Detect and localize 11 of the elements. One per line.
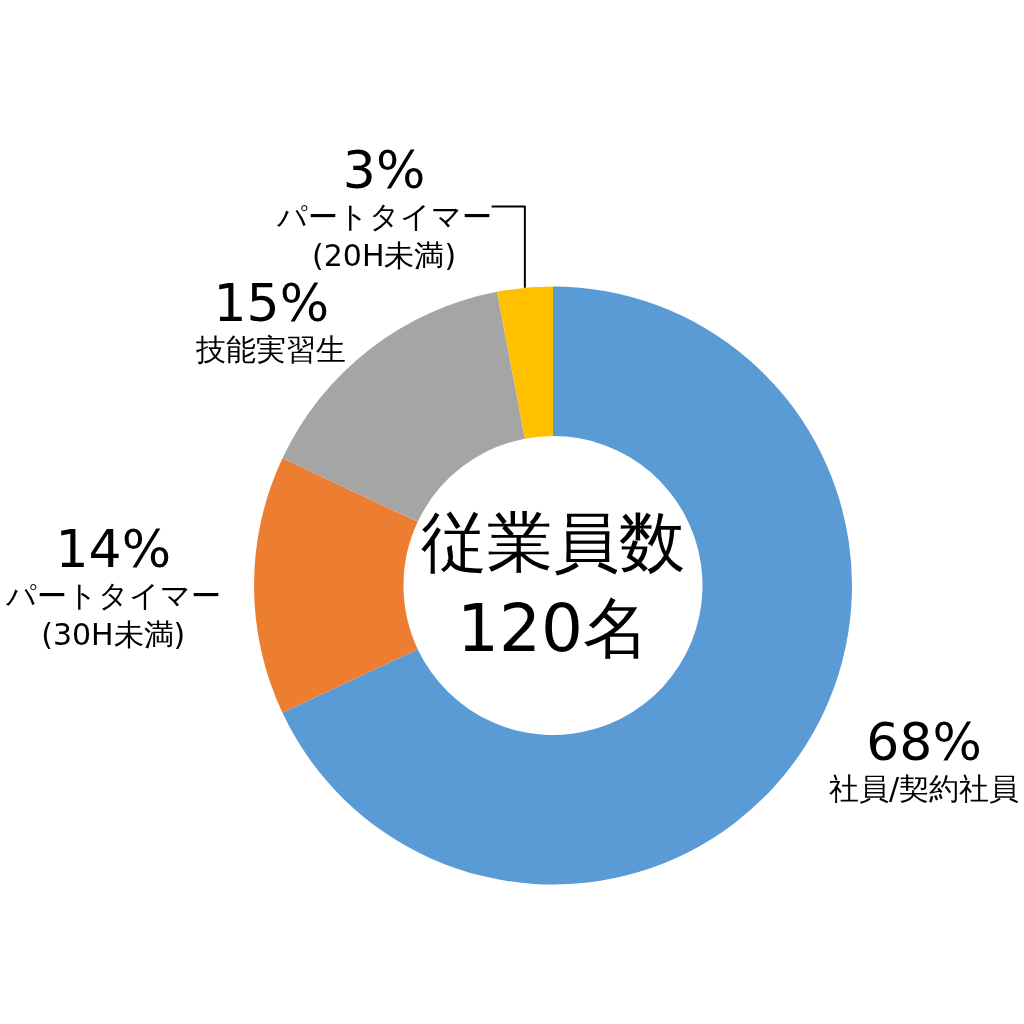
slice-label: 社員/契約社員 xyxy=(828,771,1020,807)
text: 従業員数 120名 xyxy=(421,504,685,667)
data-label: 14% xyxy=(55,519,172,579)
data-label: 15% xyxy=(213,272,330,333)
data-label: 3% xyxy=(342,139,426,200)
donut-slice xyxy=(254,458,418,713)
slice-label: 技能実習生 xyxy=(195,331,347,367)
slice-label: パートタイマー (20H未満) xyxy=(275,198,492,273)
donut-slice xyxy=(496,286,553,439)
data-label: 68% xyxy=(866,712,982,773)
slice-label: パートタイマー (30H未満) xyxy=(4,578,221,652)
